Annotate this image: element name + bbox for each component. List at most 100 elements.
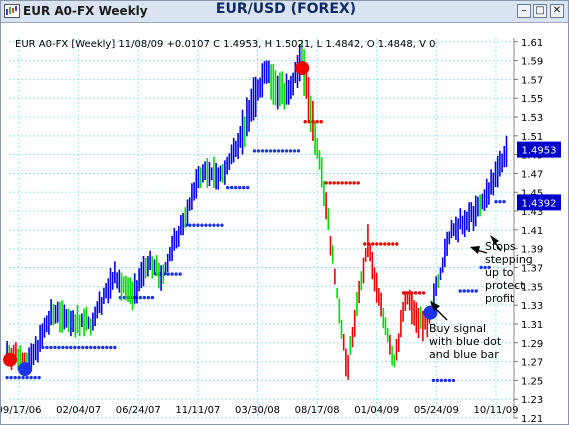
stop-dot-17 xyxy=(73,345,77,350)
stops-annotation: Stops stepping up to protect profit xyxy=(470,235,533,305)
stop-dot-102 xyxy=(435,378,440,383)
chart-info-line: EUR A0-FX [Weekly] 11/08/09 +0.0107 C 1.… xyxy=(15,39,436,50)
y-tick-label-12: 1.37 xyxy=(521,264,543,275)
stop-dot-54 xyxy=(226,185,230,190)
signal-sell-dot-0 xyxy=(3,352,18,367)
price-label-box-1 xyxy=(517,194,561,211)
stop-dot-101 xyxy=(431,378,436,383)
stops-annotation-line-1: Stops xyxy=(485,240,516,253)
stop-dot-67 xyxy=(280,149,285,153)
y-tick-label-9: 1.43 xyxy=(521,207,543,218)
stop-dot-77 xyxy=(324,181,328,185)
stop-dot-81 xyxy=(340,181,344,185)
stop-dot-51 xyxy=(212,223,216,227)
stop-dot-103 xyxy=(439,378,444,383)
stop-dot-107 xyxy=(458,289,462,293)
stop-dot-59 xyxy=(246,185,250,190)
stop-dot-6 xyxy=(29,375,33,380)
buy-annotation-line-2: with blue dot xyxy=(429,335,502,348)
price-chart[interactable]: 1.611.591.571.551.531.511.491.471.451.43… xyxy=(1,23,568,424)
annotations: Stops stepping up to protect profit Buy … xyxy=(429,235,533,361)
y-tick-label-1: 1.59 xyxy=(521,57,543,68)
buy-annotation: Buy signal with blue dot and blue bar xyxy=(429,301,502,361)
stop-dot-80 xyxy=(336,181,340,185)
stop-dot-83 xyxy=(348,181,352,185)
stop-dot-48 xyxy=(200,223,204,227)
signal-sell-dot-2 xyxy=(295,61,310,76)
y-tick-label-0: 1.61 xyxy=(521,38,543,49)
stop-dot-27 xyxy=(113,345,117,350)
y-tick-label-8: 1.45 xyxy=(521,188,543,199)
stop-dot-47 xyxy=(196,223,200,227)
stops-annotation-line-4: protect xyxy=(485,279,525,292)
maximize-button[interactable]: □ xyxy=(533,4,547,18)
buy-annotation-line-1: Buy signal xyxy=(429,322,486,335)
stop-dot-78 xyxy=(328,181,332,185)
stop-dot-94 xyxy=(395,242,399,246)
stop-dot-58 xyxy=(242,185,246,190)
stop-dot-88 xyxy=(371,242,375,246)
stops-annotation-line-2: stepping xyxy=(485,253,533,266)
close-button[interactable]: ✕ xyxy=(550,4,564,18)
stop-dot-60 xyxy=(252,149,257,153)
y-tick-label-19: 1.23 xyxy=(521,395,543,406)
stop-dot-5 xyxy=(25,375,29,380)
stop-dot-90 xyxy=(379,242,383,246)
signal-markers xyxy=(3,61,438,377)
stop-dot-66 xyxy=(276,149,281,153)
stop-dot-116 xyxy=(498,200,502,204)
stop-dot-92 xyxy=(387,242,391,246)
x-axis: 09/17/06 02/04/07 06/24/07 11/11/07 03/30/08… xyxy=(1,405,518,416)
stop-dot-105 xyxy=(447,378,452,383)
stop-dot-8 xyxy=(37,375,41,380)
stop-dot-46 xyxy=(192,223,196,227)
y-tick-label-14: 1.33 xyxy=(521,301,543,312)
x-tick-label-5: 08/17/08 xyxy=(295,405,340,416)
stops-annotation-line-5: profit xyxy=(485,292,515,305)
y-tick-label-2: 1.57 xyxy=(521,75,543,86)
stop-dot-50 xyxy=(208,223,212,227)
x-tick-label-4: 03/30/08 xyxy=(235,405,280,416)
stop-dot-40 xyxy=(166,272,170,276)
stop-dot-55 xyxy=(230,185,234,190)
stop-dot-75 xyxy=(315,120,319,124)
y-tick-label-10: 1.41 xyxy=(521,226,543,237)
stop-dot-104 xyxy=(443,378,448,383)
chart-title: EUR/USD (FOREX) xyxy=(215,1,357,17)
x-tick-label-1: 02/04/07 xyxy=(56,405,101,416)
y-tick-label-17: 1.27 xyxy=(521,358,543,369)
stop-dot-98 xyxy=(413,291,418,295)
y-tick-label-18: 1.25 xyxy=(521,376,543,387)
stop-dot-9 xyxy=(41,345,45,350)
stop-dot-3 xyxy=(17,375,21,380)
y-tick-label-20: 1.21 xyxy=(521,414,543,424)
y-tick-label-4: 1.53 xyxy=(521,113,543,124)
signal-buy-dot-1 xyxy=(18,362,32,377)
stop-dot-63 xyxy=(264,149,269,153)
title-bar[interactable]: EUR A0-FX Weekly EUR/USD (FOREX) – □ ✕ xyxy=(1,1,568,23)
stop-dot-93 xyxy=(391,242,395,246)
stop-dot-68 xyxy=(284,149,289,153)
stop-dot-22 xyxy=(93,345,97,350)
stop-dot-61 xyxy=(256,149,261,153)
x-tick-label-8: 10/11/09 xyxy=(474,405,519,416)
stop-dot-89 xyxy=(375,242,379,246)
stop-dot-117 xyxy=(502,200,506,204)
stop-dot-72 xyxy=(303,120,307,124)
stop-dot-18 xyxy=(77,345,81,350)
stop-dot-115 xyxy=(494,200,498,204)
stop-dot-57 xyxy=(238,185,242,190)
x-tick-label-2: 06/24/07 xyxy=(116,405,161,416)
stop-dot-35 xyxy=(146,295,151,300)
minimize-button[interactable]: – xyxy=(517,4,531,18)
stop-dot-45 xyxy=(188,223,192,227)
stop-dot-41 xyxy=(170,272,174,276)
stop-dot-33 xyxy=(138,295,143,300)
stop-dot-91 xyxy=(383,242,387,246)
y-tick-label-5: 1.51 xyxy=(521,132,543,143)
stop-dot-10 xyxy=(45,345,49,350)
stop-dot-26 xyxy=(109,345,113,350)
stop-dot-95 xyxy=(401,291,406,295)
y-tick-label-16: 1.29 xyxy=(521,339,543,350)
chart-app-icon xyxy=(4,4,20,18)
